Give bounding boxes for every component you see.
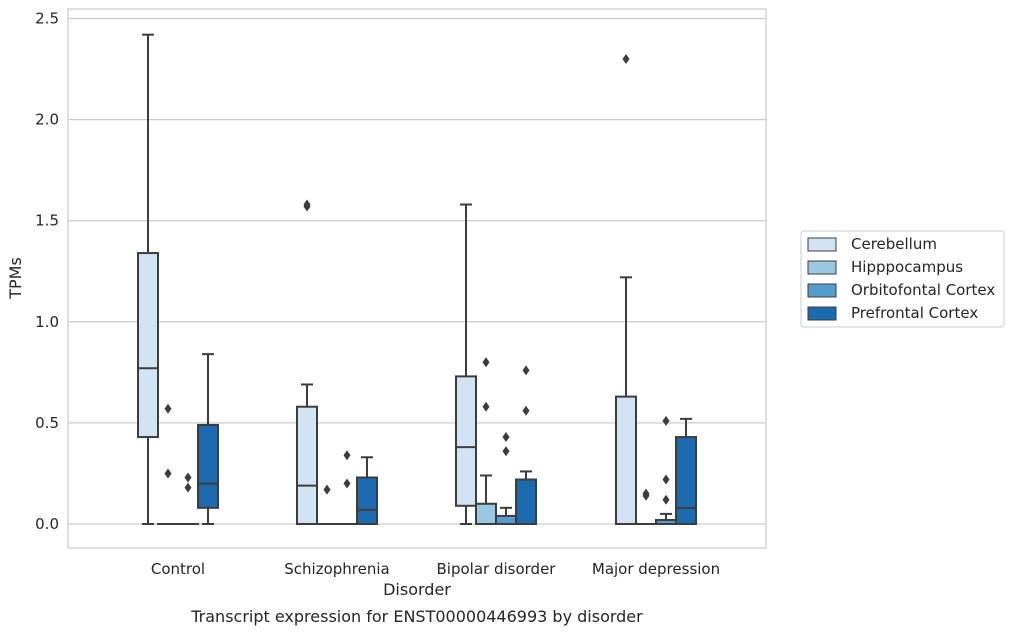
y-tick-label-3: 1.5: [35, 212, 59, 230]
x-axis-ticks: Control Schizophrenia Bipolar disorder Majo…: [151, 560, 720, 578]
x-tick-label-0: Control: [151, 560, 205, 578]
box-iqr: [455, 375, 477, 507]
legend-entries: Cerebellum Hipppocampus Orbitofontal Corte…: [807, 235, 995, 322]
x-axis-title: Disorder: [383, 580, 451, 599]
outlier-point-0: [482, 357, 490, 368]
box-series3-cat0: [197, 353, 219, 525]
box-iqr: [675, 436, 697, 525]
x-tick-label-3: Major depression: [592, 560, 720, 578]
chart-caption: Transcript expression for ENST0000044699…: [190, 607, 643, 626]
box-series3-cat3: [675, 417, 697, 525]
outlier-point-2: [662, 494, 670, 505]
y-tick-label-5: 2.5: [35, 10, 59, 28]
box-iqr: [495, 514, 517, 525]
y-tick-label-1: 0.5: [35, 414, 59, 432]
box-iqr: [137, 252, 159, 439]
y-tick-label-4: 2.0: [35, 111, 59, 129]
box-series1-cat2: [475, 357, 497, 525]
legend: Cerebellum Hipppocampus Orbitofontal Corte…: [800, 230, 1005, 328]
box-series3-cat2: [515, 365, 537, 525]
legend-swatch: [807, 260, 837, 275]
box-iqr: [615, 395, 637, 526]
box-series1-cat0: [157, 403, 179, 526]
y-axis-ticks: 0.0 0.5 1.0 1.5 2.0 2.5: [35, 10, 59, 534]
legend-label: Prefrontal Cortex: [851, 304, 978, 322]
outlier-point-0: [522, 365, 530, 376]
legend-entry-0: Cerebellum: [807, 235, 937, 253]
box-series2-cat3: [655, 415, 677, 525]
box-series3-cat1: [356, 456, 378, 525]
outlier-point-1: [343, 478, 351, 489]
outlier-point-0: [323, 484, 331, 495]
gridlines: [68, 17, 766, 525]
outlier-point-0: [622, 53, 630, 64]
legend-swatch: [807, 306, 837, 321]
outlier-point-1: [522, 405, 530, 416]
outlier-point-1: [642, 490, 650, 501]
legend-label: Orbitofontal Cortex: [851, 281, 995, 299]
x-tick-label-1: Schizophrenia: [284, 560, 389, 578]
y-axis-title: TPMs: [6, 257, 25, 300]
box-series2-cat1: [336, 450, 358, 526]
outlier-point-1: [303, 199, 311, 210]
box-iqr: [296, 405, 318, 525]
series-0: [137, 33, 637, 526]
box-iqr: [515, 478, 537, 525]
box-series2-cat2: [495, 432, 517, 525]
outlier-point-0: [662, 415, 670, 426]
y-tick-label-0: 0.0: [35, 515, 59, 533]
outlier-point-1: [164, 468, 172, 479]
box-iqr: [197, 423, 219, 509]
box-series1-cat1: [316, 484, 338, 526]
outlier-point-0: [164, 403, 172, 414]
outlier-point-0: [502, 432, 510, 443]
box-iqr: [356, 476, 378, 525]
legend-swatch: [807, 237, 837, 252]
outlier-point-0: [343, 450, 351, 461]
box-iqr: [475, 502, 497, 525]
box-series0-cat1: [296, 199, 318, 525]
box-plot-marks: [137, 33, 697, 526]
box-series0-cat3: [615, 53, 637, 526]
outlier-point-0: [184, 472, 192, 483]
outlier-point-1: [662, 474, 670, 485]
box-series2-cat0: [177, 472, 199, 526]
outlier-point-1: [184, 482, 192, 493]
legend-entry-3: Prefrontal Cortex: [807, 304, 978, 322]
legend-label: Hipppocampus: [851, 258, 963, 276]
outlier-point-1: [502, 446, 510, 457]
series-3: [197, 353, 697, 525]
legend-label: Cerebellum: [851, 235, 937, 253]
box-series0-cat2: [455, 203, 477, 525]
y-tick-label-2: 1.0: [35, 313, 59, 331]
plot-area-frame: [67, 8, 767, 549]
box-series0-cat0: [137, 33, 159, 525]
x-tick-label-2: Bipolar disorder: [437, 560, 557, 578]
box-series1-cat3: [635, 488, 657, 526]
legend-entry-2: Orbitofontal Cortex: [807, 281, 995, 299]
legend-frame: [800, 230, 1005, 328]
legend-entry-1: Hipppocampus: [807, 258, 963, 276]
series-2: [177, 415, 677, 526]
series-1: [157, 357, 657, 526]
legend-swatch: [807, 283, 837, 298]
outlier-point-1: [482, 401, 490, 412]
